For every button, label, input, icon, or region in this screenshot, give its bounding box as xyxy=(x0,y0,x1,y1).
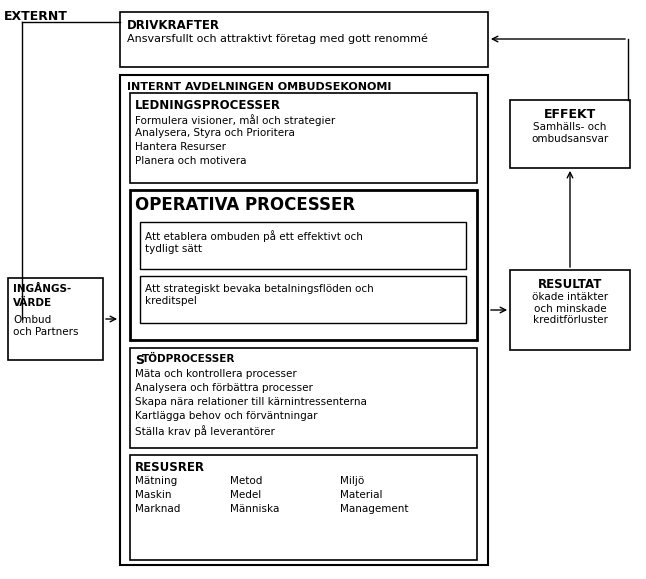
Text: Att etablera ombuden på ett effektivt och
tydligt sätt: Att etablera ombuden på ett effektivt oc… xyxy=(145,230,363,254)
Text: Planera och motivera: Planera och motivera xyxy=(135,156,247,166)
Text: INGÅNGS-: INGÅNGS- xyxy=(13,284,71,294)
Text: Ombud
och Partners: Ombud och Partners xyxy=(13,315,79,336)
Text: Analysera, Styra och Prioritera: Analysera, Styra och Prioritera xyxy=(135,128,295,138)
Text: EFFEKT: EFFEKT xyxy=(544,108,596,121)
Text: Maskin: Maskin xyxy=(135,490,171,500)
Text: Metod: Metod xyxy=(230,476,262,486)
Text: Ansvarsfullt och attraktivt företag med gott renommé: Ansvarsfullt och attraktivt företag med … xyxy=(127,34,428,45)
Text: OPERATIVA PROCESSER: OPERATIVA PROCESSER xyxy=(135,196,355,214)
Text: DRIVKRAFTER: DRIVKRAFTER xyxy=(127,19,220,32)
FancyBboxPatch shape xyxy=(130,93,477,183)
Text: Att strategiskt bevaka betalningsflöden och
kreditspel: Att strategiskt bevaka betalningsflöden … xyxy=(145,284,374,306)
Text: VÄRDE: VÄRDE xyxy=(13,298,52,308)
Text: S: S xyxy=(135,354,144,367)
Text: Medel: Medel xyxy=(230,490,261,500)
Text: Material: Material xyxy=(340,490,382,500)
FancyBboxPatch shape xyxy=(130,348,477,448)
Text: LEDNINGSPROCESSER: LEDNINGSPROCESSER xyxy=(135,99,281,112)
Text: Marknad: Marknad xyxy=(135,504,180,514)
FancyBboxPatch shape xyxy=(140,222,466,269)
Text: RESUSRER: RESUSRER xyxy=(135,461,205,474)
FancyBboxPatch shape xyxy=(140,276,466,323)
Text: Samhälls- och
ombudsansvar: Samhälls- och ombudsansvar xyxy=(532,122,609,144)
FancyBboxPatch shape xyxy=(130,455,477,560)
Text: Ställa krav på leverantörer: Ställa krav på leverantörer xyxy=(135,425,275,437)
Text: Mäta och kontrollera processer: Mäta och kontrollera processer xyxy=(135,369,297,379)
Text: Management: Management xyxy=(340,504,408,514)
Text: Mätning: Mätning xyxy=(135,476,177,486)
FancyBboxPatch shape xyxy=(120,12,488,67)
Text: Hantera Resurser: Hantera Resurser xyxy=(135,142,226,152)
Text: ökade intäkter
och minskade
kreditförluster: ökade intäkter och minskade kreditförlus… xyxy=(532,292,608,325)
FancyBboxPatch shape xyxy=(120,75,488,565)
Text: Människa: Människa xyxy=(230,504,279,514)
FancyBboxPatch shape xyxy=(510,270,630,350)
Text: INTERNT AVDELNINGEN OMBUDSEKONOMI: INTERNT AVDELNINGEN OMBUDSEKONOMI xyxy=(127,82,391,92)
FancyBboxPatch shape xyxy=(130,190,477,340)
Text: Kartlägga behov och förväntningar: Kartlägga behov och förväntningar xyxy=(135,411,317,421)
Text: Analysera och förbättra processer: Analysera och förbättra processer xyxy=(135,383,313,393)
Text: EXTERNT: EXTERNT xyxy=(4,10,68,23)
FancyBboxPatch shape xyxy=(8,278,103,360)
Text: RESULTAT: RESULTAT xyxy=(538,278,602,291)
Text: TÖDPROCESSER: TÖDPROCESSER xyxy=(142,354,235,364)
FancyBboxPatch shape xyxy=(510,100,630,168)
Text: Miljö: Miljö xyxy=(340,476,364,486)
Text: Skapa nära relationer till kärnintressenterna: Skapa nära relationer till kärnintressen… xyxy=(135,397,367,407)
Text: Formulera visioner, mål och strategier: Formulera visioner, mål och strategier xyxy=(135,114,335,126)
